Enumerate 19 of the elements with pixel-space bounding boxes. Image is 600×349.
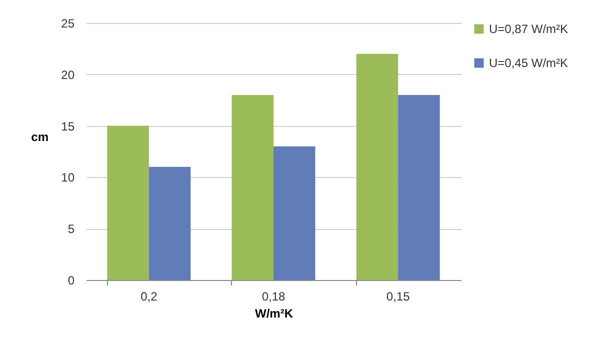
- x-tick-label: 0,18: [262, 290, 286, 304]
- bar: [398, 94, 440, 280]
- x-axis-title: W/m²K: [255, 306, 294, 320]
- y-axis-title: cm: [31, 130, 48, 144]
- bar: [107, 126, 149, 280]
- bar: [232, 94, 274, 280]
- bar: [148, 166, 191, 280]
- bar: [356, 54, 398, 280]
- x-tick-label: 0,2: [140, 290, 158, 304]
- y-tick-label: 20: [61, 68, 75, 82]
- y-tick-label: 10: [61, 170, 75, 185]
- y-tick-label: 0: [68, 274, 75, 288]
- legend-label: U=0,87 W/m²K: [489, 22, 568, 36]
- bar: [274, 146, 316, 280]
- y-tick-label: 15: [61, 119, 75, 134]
- legend-label: U=0,45 W/m²K: [489, 56, 568, 70]
- y-tick-label: 25: [61, 16, 75, 30]
- x-tick-label: 0,15: [386, 290, 410, 304]
- y-tick-label: 5: [68, 222, 75, 236]
